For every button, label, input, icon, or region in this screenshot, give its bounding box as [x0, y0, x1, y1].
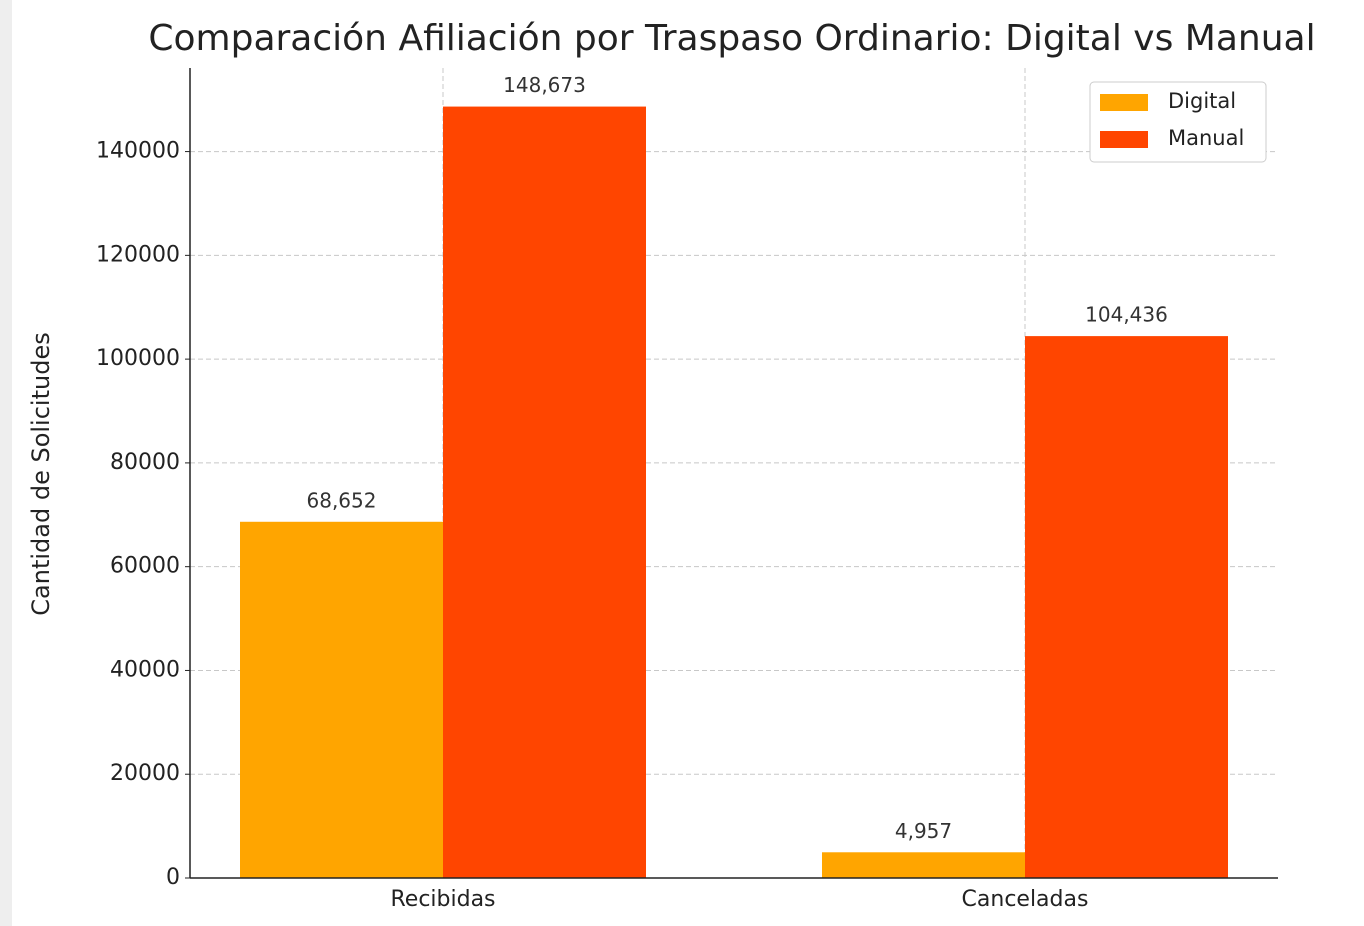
y-tick-label: 140000: [96, 139, 180, 164]
legend-label: Digital: [1168, 89, 1236, 113]
y-tick-label: 0: [166, 865, 180, 890]
x-tick-label: Recibidas: [390, 887, 495, 912]
y-tick-label: 60000: [110, 554, 180, 579]
legend-label: Manual: [1168, 126, 1244, 150]
bar: [1025, 336, 1228, 878]
legend-swatch: [1100, 131, 1148, 148]
y-tick-label: 80000: [110, 450, 180, 475]
x-tick-label: Canceladas: [962, 887, 1089, 912]
bar: [240, 521, 443, 878]
y-tick-label: 20000: [110, 761, 180, 786]
value-label: 68,652: [307, 488, 377, 512]
value-label: 4,957: [895, 819, 952, 843]
y-tick-label: 40000: [110, 657, 180, 682]
bar: [443, 106, 646, 878]
value-label: 148,673: [503, 73, 586, 97]
value-label: 104,436: [1085, 303, 1168, 327]
bar: [822, 852, 1025, 878]
legend-swatch: [1100, 94, 1148, 111]
y-axis-label: Cantidad de Solicitudes: [27, 332, 55, 615]
y-tick-label: 120000: [96, 242, 180, 267]
chart-title: Comparación Afiliación por Traspaso Ordi…: [148, 18, 1315, 59]
y-tick-label: 100000: [96, 346, 180, 371]
